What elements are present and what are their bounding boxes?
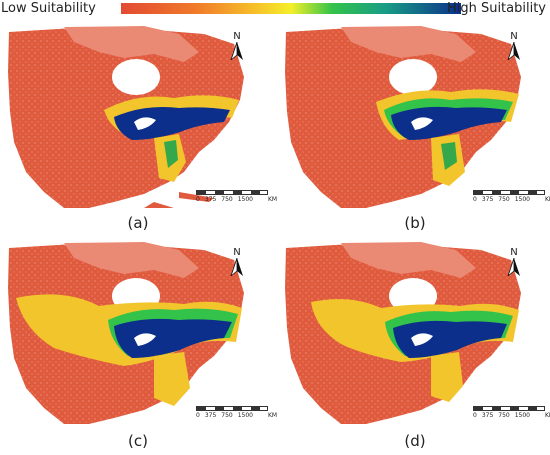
scale-track xyxy=(473,190,545,195)
scale-bar: 0 375 750 1500 KM xyxy=(196,404,278,424)
scale-tick: 0 xyxy=(473,412,477,419)
north-arrow: N xyxy=(226,32,248,64)
panel-label-d: (d) xyxy=(404,432,426,450)
north-arrow-icon xyxy=(507,257,520,278)
scale-tick: 0 xyxy=(196,196,200,203)
scale-track xyxy=(473,406,545,411)
legend-low-label: Low Suitability xyxy=(1,1,96,16)
scale-tick: 750 xyxy=(221,412,233,419)
north-arrow: N xyxy=(226,248,248,280)
scale-tick: 1500 xyxy=(514,196,531,203)
map-panel-c: N 0 375 750 1500 KM xyxy=(4,238,277,424)
scale-tick: 750 xyxy=(498,412,510,419)
scale-ticks: 0 375 750 1500 xyxy=(196,196,258,203)
map-a xyxy=(4,22,272,208)
scale-track xyxy=(196,406,268,411)
north-arrow: N xyxy=(503,248,525,280)
scale-bar: 0 375 750 1500 KM xyxy=(196,188,278,208)
scale-unit: KM xyxy=(268,196,278,203)
scale-tick: 750 xyxy=(221,196,233,203)
scale-tick: 1500 xyxy=(237,196,254,203)
scale-bar: 0 375 750 1500 KM xyxy=(473,404,550,424)
scale-unit: KM xyxy=(545,412,550,419)
north-arrow: N xyxy=(503,32,525,64)
legend-color-ramp xyxy=(121,3,461,14)
north-letter: N xyxy=(233,31,241,42)
map-panel-b: N 0 375 750 1500 KM xyxy=(281,22,550,208)
scale-tick: 0 xyxy=(196,412,200,419)
panel-label-a: (a) xyxy=(127,214,149,232)
north-arrow-icon xyxy=(230,41,243,62)
scale-tick: 0 xyxy=(473,196,477,203)
scale-unit: KM xyxy=(268,412,278,419)
north-arrow-icon xyxy=(230,257,243,278)
scale-ticks: 0 375 750 1500 xyxy=(196,412,258,419)
scale-tick: 1500 xyxy=(514,412,531,419)
legend: Low Suitability High Suitability xyxy=(0,0,550,18)
north-letter: N xyxy=(233,247,241,258)
scale-tick: 375 xyxy=(481,412,494,419)
scale-bar: 0 375 750 1500 KM xyxy=(473,188,550,208)
map-panel-a: N 0 375 750 1500 KM xyxy=(4,22,277,208)
scale-track xyxy=(196,190,268,195)
panel-label-b: (b) xyxy=(404,214,426,232)
scale-unit: KM xyxy=(545,196,550,203)
scale-tick: 375 xyxy=(204,412,217,419)
map-b xyxy=(281,22,549,208)
scale-tick: 750 xyxy=(498,196,510,203)
scale-ticks: 0 375 750 1500 xyxy=(473,196,535,203)
scale-tick: 1500 xyxy=(237,412,254,419)
scale-tick: 375 xyxy=(481,196,494,203)
map-c xyxy=(4,238,272,424)
panel-label-c: (c) xyxy=(128,432,148,450)
map-d xyxy=(281,238,549,424)
legend-high-label: High Suitability xyxy=(446,1,546,16)
scale-ticks: 0 375 750 1500 xyxy=(473,412,535,419)
map-panel-d: N 0 375 750 1500 KM xyxy=(281,238,550,424)
north-arrow-icon xyxy=(507,41,520,62)
scale-tick: 375 xyxy=(204,196,217,203)
north-letter: N xyxy=(510,247,518,258)
north-letter: N xyxy=(510,31,518,42)
